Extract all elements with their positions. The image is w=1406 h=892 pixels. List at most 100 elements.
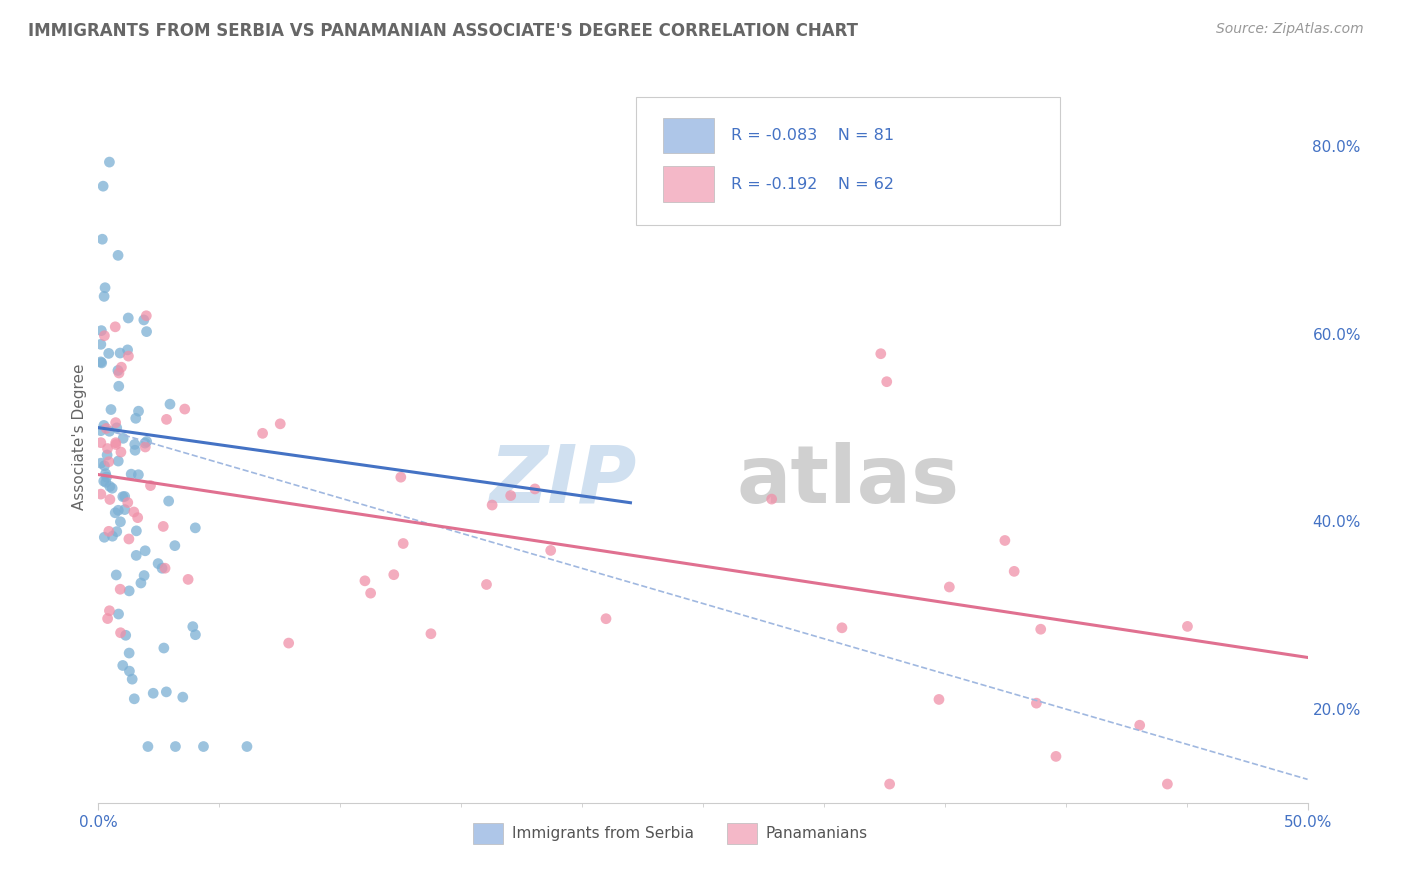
Point (150, 561, 173, 575)
Point (127, 467, 149, 482)
Point (118, 664, 141, 678)
Point (101, 529, 124, 543)
Point (110, 625, 132, 640)
Point (104, 416, 127, 430)
Point (98, 479, 121, 493)
Point (157, 494, 180, 508)
Point (135, 309, 157, 323)
Point (90, 324, 112, 338)
FancyBboxPatch shape (637, 97, 1060, 225)
Point (90, 487, 112, 501)
Point (98, 492, 121, 507)
Point (938, 580, 960, 594)
Point (382, 567, 405, 582)
Point (193, 739, 215, 754)
Point (236, 739, 259, 754)
Point (124, 437, 146, 451)
Point (1045, 749, 1067, 764)
Point (104, 506, 127, 520)
Point (163, 539, 186, 553)
Text: Source: ZipAtlas.com: Source: ZipAtlas.com (1216, 22, 1364, 37)
Point (104, 437, 127, 451)
Point (181, 620, 204, 634)
Point (1029, 622, 1052, 636)
Point (184, 628, 207, 642)
Point (98, 604, 121, 618)
Point (761, 492, 783, 507)
FancyBboxPatch shape (727, 822, 758, 845)
Point (105, 524, 128, 539)
Point (1129, 718, 1152, 732)
Point (540, 543, 562, 558)
Point (93, 418, 115, 433)
Point (104, 435, 127, 450)
Point (90, 355, 112, 369)
Point (172, 690, 194, 705)
Text: Panamanians: Panamanians (766, 826, 868, 841)
Point (111, 490, 134, 504)
Y-axis label: Associate's Degree: Associate's Degree (72, 364, 87, 510)
Point (1156, 777, 1178, 791)
Point (928, 692, 950, 706)
Point (354, 574, 377, 588)
Point (136, 739, 159, 754)
Point (1025, 696, 1047, 710)
Point (112, 431, 135, 445)
Point (132, 568, 155, 582)
Point (132, 313, 155, 327)
Point (94, 475, 117, 490)
Point (108, 366, 131, 380)
Point (96, 421, 118, 435)
FancyBboxPatch shape (474, 822, 503, 845)
Point (97, 611, 120, 625)
Point (177, 573, 200, 587)
Point (869, 347, 891, 361)
Point (127, 510, 149, 524)
Point (155, 412, 177, 426)
Point (107, 454, 129, 468)
Point (117, 343, 139, 357)
Point (91, 179, 114, 194)
Point (994, 533, 1017, 548)
Point (165, 739, 187, 754)
Point (91, 232, 114, 246)
Point (134, 436, 156, 450)
Point (135, 434, 157, 449)
Point (96, 442, 118, 456)
Point (124, 443, 146, 458)
Point (114, 502, 136, 516)
Point (419, 626, 441, 640)
Point (96, 448, 118, 462)
Point (125, 549, 148, 563)
FancyBboxPatch shape (664, 118, 714, 153)
Point (114, 628, 136, 642)
Text: IMMIGRANTS FROM SERBIA VS PANAMANIAN ASSOCIATE'S DEGREE CORRELATION CHART: IMMIGRANTS FROM SERBIA VS PANAMANIAN ASS… (28, 22, 858, 40)
Point (153, 640, 176, 655)
Point (121, 672, 143, 686)
Point (98, 424, 121, 438)
Point (122, 505, 145, 519)
Point (152, 519, 174, 533)
Point (110, 445, 132, 459)
Point (101, 481, 124, 495)
Point (98, 155, 121, 169)
Point (120, 467, 142, 482)
Point (107, 379, 129, 393)
Point (108, 346, 131, 360)
Point (118, 532, 141, 546)
Point (125, 411, 148, 425)
Point (93, 530, 115, 544)
Point (879, 777, 901, 791)
Point (124, 691, 146, 706)
Point (159, 397, 181, 411)
Point (184, 521, 207, 535)
Point (105, 568, 128, 582)
Point (125, 524, 148, 538)
Point (1177, 619, 1199, 633)
Point (139, 478, 162, 492)
Point (97, 455, 120, 469)
Point (523, 482, 546, 496)
Point (134, 440, 156, 454)
Point (93, 474, 115, 488)
Point (360, 586, 382, 600)
